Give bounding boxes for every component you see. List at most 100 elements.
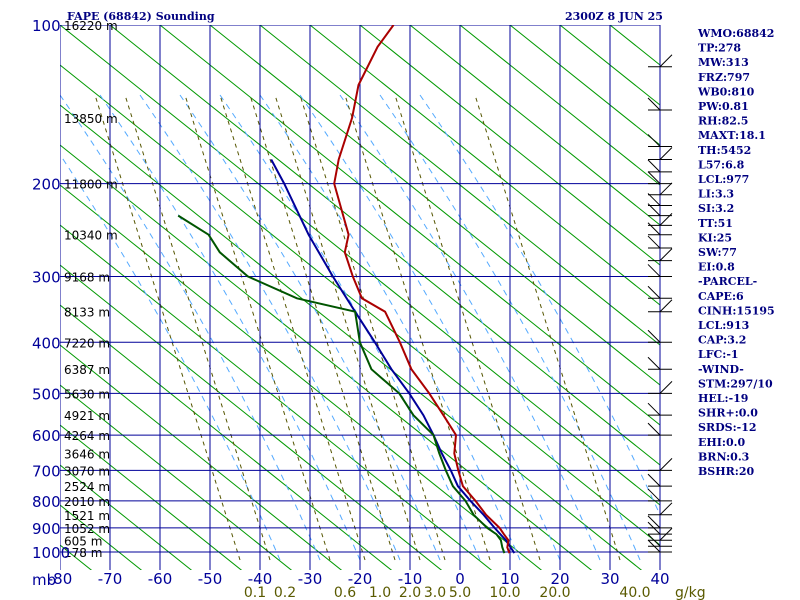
- wind-barb-flag: [647, 203, 661, 216]
- mixing-ratio-tick-label: 10.0: [489, 585, 520, 600]
- moist-adiabats: [60, 94, 660, 561]
- wind-barb-flag: [659, 54, 673, 68]
- stability-index: L57:6.8: [698, 158, 745, 171]
- wind-barbs: [647, 54, 673, 553]
- mixing-ratio-unit-label: g/kg: [675, 585, 706, 600]
- wind-barb-flag: [659, 248, 673, 262]
- height-labels: 16220 m 13850 m 11800 m 10340 m 9168 m 8133 m…: [64, 19, 118, 560]
- dry-adiabat-line: [409, 25, 660, 226]
- stability-index: STM:297/10: [698, 377, 773, 390]
- wind-barb-flag: [659, 147, 673, 160]
- wind-barb-flag: [647, 488, 661, 502]
- stability-index: FRZ:797: [698, 71, 750, 84]
- temperature-tick-labels: -80 -70 -60 -50 -40 -30 -20 -10 0 10 20 30 40: [48, 570, 670, 588]
- moist-adiabat-line: [339, 94, 601, 561]
- mixing-ratio-tick-label: 2.0: [399, 585, 421, 600]
- height-label: 1521 m: [64, 509, 110, 523]
- stability-index: KI:25: [698, 231, 732, 244]
- moist-adiabat-line: [299, 94, 561, 561]
- stability-index: MAXT:18.1: [698, 129, 766, 142]
- moist-adiabat-line: [60, 94, 321, 561]
- wind-barb-flag: [647, 533, 661, 547]
- stability-index: LCL:977: [698, 173, 749, 186]
- height-label: 605 m: [64, 534, 102, 548]
- height-label: 5630 m: [64, 387, 110, 401]
- stability-index: TT:51: [698, 217, 733, 230]
- moist-adiabat-line: [179, 94, 441, 561]
- stability-index: CAP:3.2: [698, 334, 746, 347]
- mixing-ratio-line: [299, 94, 446, 561]
- moist-adiabat-line: [139, 94, 401, 561]
- stability-index: EHI:0.0: [698, 436, 745, 449]
- stability-index: LI:3.3: [698, 188, 734, 201]
- stability-index: BSHR:20: [698, 465, 754, 478]
- temperature-trace: [333, 25, 511, 554]
- wind-barb-flag: [647, 473, 661, 487]
- stability-index: CAPE:6: [698, 290, 744, 303]
- pressure-tick-label: 800: [32, 493, 61, 511]
- pressure-tick-label: 500: [32, 385, 61, 403]
- height-label: 13850 m: [64, 112, 118, 126]
- stability-index: TH:5452: [698, 144, 751, 157]
- wind-barb-flag: [647, 171, 661, 184]
- mixing-ratio-line: [124, 94, 271, 561]
- dry-adiabat-line: [509, 25, 660, 146]
- stability-index: PW:0.81: [698, 100, 749, 113]
- stability-index: SI:3.2: [698, 202, 734, 215]
- wind-barb-flag: [659, 381, 673, 394]
- mixing-ratio-tick-label: 5.0: [449, 585, 471, 600]
- stability-index: SHR+:0.0: [698, 407, 758, 420]
- dry-adiabat-line: [60, 344, 343, 570]
- stability-index: LCL:913: [698, 319, 749, 332]
- temperature-tick-label: -10: [398, 570, 423, 588]
- wind-barb-flag: [647, 193, 661, 206]
- wind-barb-flag: [647, 264, 661, 277]
- wind-barb-flag: [647, 402, 661, 416]
- mixing-ratio-tick-labels: 0.1 0.2 0.6 1.0 2.0 3.0 5.0 10.0 20.0 40.0: [244, 585, 651, 600]
- pressure-tick-label: 100: [32, 17, 61, 35]
- pressure-tick-label: 600: [32, 427, 61, 445]
- pressure-tick-labels: 100 200 300 400 500 600 700 800 900 1000: [32, 17, 70, 562]
- wind-barb-flag: [647, 134, 661, 147]
- temperature-tick-label: -20: [348, 570, 373, 588]
- temperature-tick-label: 40: [650, 570, 669, 588]
- mixing-ratio-tick-label: 20.0: [539, 585, 570, 600]
- stability-index: -WIND-: [698, 363, 744, 376]
- height-label: 9168 m: [64, 270, 110, 284]
- moist-adiabat-line: [219, 94, 481, 561]
- mixing-ratio-tick-label: 1.0: [369, 585, 391, 600]
- wind-barb-flag: [647, 521, 661, 535]
- stability-index: LFC:-1: [698, 348, 739, 361]
- dry-adiabat-line: [359, 25, 660, 266]
- wind-barb-flag: [659, 213, 673, 226]
- dry-adiabat-line: [459, 25, 660, 186]
- temperature-tick-label: 20: [550, 570, 569, 588]
- height-label: 1052 m: [64, 522, 110, 536]
- height-label: 8133 m: [64, 306, 110, 320]
- height-label: 178 m: [64, 546, 102, 560]
- temperature-tick-label: -70: [98, 570, 123, 588]
- height-label: 7220 m: [64, 336, 110, 350]
- moist-adiabat-line: [60, 153, 281, 561]
- chart-title: FAPE (68842) Sounding: [67, 10, 215, 23]
- wind-barb-flag: [647, 235, 661, 249]
- dry-adiabat-line: [309, 25, 660, 306]
- pressure-tick-label: 400: [32, 334, 61, 352]
- temperature-tick-label: 10: [500, 570, 519, 588]
- observation-time: 2300Z 8 JUN 25: [565, 10, 663, 23]
- wind-barb-flag: [647, 539, 661, 553]
- height-label: 2010 m: [64, 495, 110, 509]
- temperature-tick-label: -80: [48, 570, 73, 588]
- pressure-tick-label: 300: [32, 268, 61, 286]
- pressure-tick-label: 900: [32, 520, 61, 538]
- stability-index: SW:77: [698, 246, 737, 259]
- moist-adiabat-line: [99, 94, 361, 561]
- isobars: [60, 25, 660, 553]
- x-axis-unit-label: mb: [32, 571, 56, 589]
- height-label: 3646 m: [64, 447, 110, 461]
- height-label: 16220 m: [64, 19, 118, 33]
- temperature-tick-label: 0: [455, 570, 465, 588]
- temperature-tick-label: -40: [248, 570, 273, 588]
